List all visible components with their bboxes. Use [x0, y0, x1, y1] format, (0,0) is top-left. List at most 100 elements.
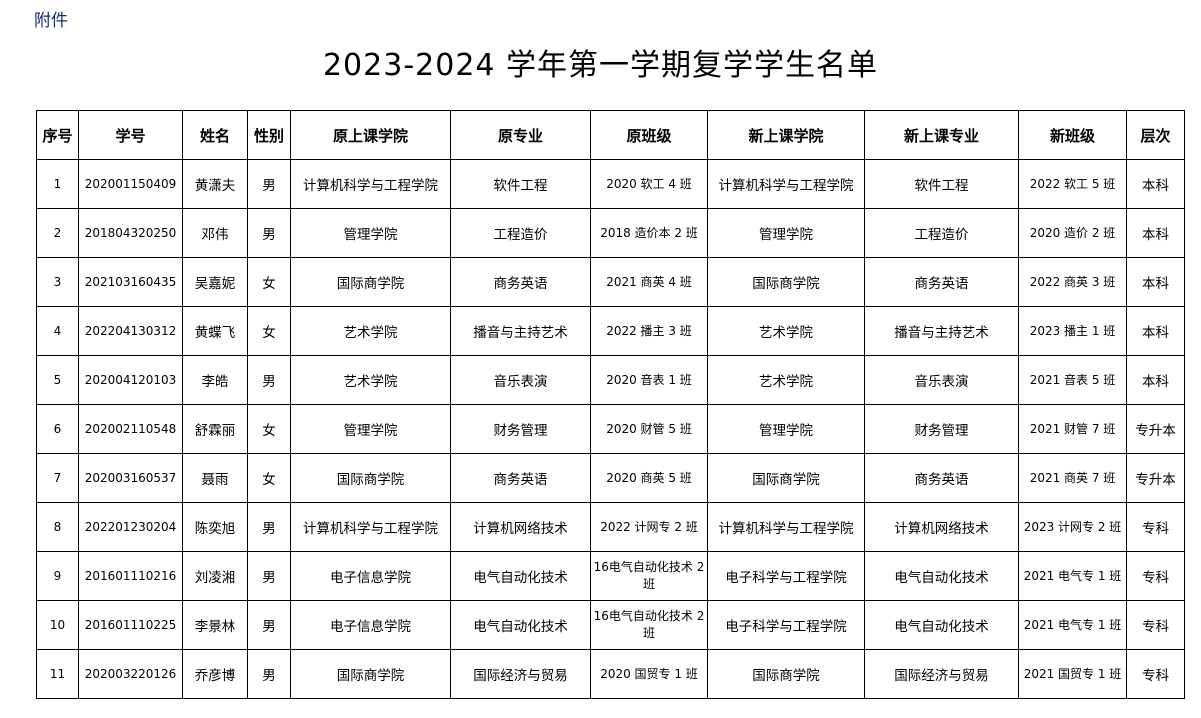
cell-index: 11 — [36, 649, 79, 699]
cell-new-college: 国际商学院 — [707, 649, 865, 699]
cell-new-major: 国际经济与贸易 — [864, 649, 1019, 699]
cell-orig-major: 音乐表演 — [450, 355, 591, 405]
table-row: 1 202001150409 黄潇夫男计算机科学与工程学院 软件工程 2020 软工 4… — [36, 159, 1185, 209]
cell-new-class: 2021 音表 5 班 — [1018, 355, 1127, 405]
cell-orig-major: 工程造价 — [450, 208, 591, 258]
cell-gender: 女 — [247, 306, 291, 356]
cell-gender: 男 — [247, 159, 291, 209]
table-row: 8 202201230204 陈奕旭男计算机科学与工程学院 计算机网络技术 2022 计… — [36, 502, 1185, 552]
cell-index: 7 — [36, 453, 79, 503]
table-row: 2 201804320250 邓伟男管理学院 工程造价 2018 造价本 2 班管理学院… — [36, 208, 1185, 258]
cell-orig-major: 商务英语 — [450, 257, 591, 307]
cell-new-college: 计算机科学与工程学院 — [707, 159, 865, 209]
cell-index: 5 — [36, 355, 79, 405]
cell-new-major: 商务英语 — [864, 257, 1019, 307]
table-row: 3 202103160435 吴嘉妮女国际商学院 商务英语 2021 商英 4 班国际商… — [36, 257, 1185, 307]
cell-new-class: 2021 电气专 1 班 — [1018, 551, 1127, 601]
cell-orig-class: 2018 造价本 2 班 — [590, 208, 708, 258]
cell-student-id: 201804320250 — [78, 208, 183, 258]
header-orig-major: 原专业 — [450, 110, 591, 160]
cell-new-class: 2023 播主 1 班 — [1018, 306, 1127, 356]
cell-orig-class: 2020 国贸专 1 班 — [590, 649, 708, 699]
cell-orig-class: 2022 计网专 2 班 — [590, 502, 708, 552]
cell-student-id: 202003160537 — [78, 453, 183, 503]
cell-index: 9 — [36, 551, 79, 601]
cell-orig-class: 2020 软工 4 班 — [590, 159, 708, 209]
header-name: 姓名 — [182, 110, 248, 160]
cell-new-college: 计算机科学与工程学院 — [707, 502, 865, 552]
cell-level: 本科 — [1126, 159, 1185, 209]
cell-level: 专科 — [1126, 551, 1185, 601]
cell-index: 1 — [36, 159, 79, 209]
cell-index: 8 — [36, 502, 79, 552]
header-new-class: 新班级 — [1018, 110, 1127, 160]
cell-orig-college: 管理学院 — [290, 404, 451, 454]
table-row: 10 201601110225 李景林男电子信息学院 电气自动化技术 16电气自动化技术… — [36, 600, 1185, 650]
cell-name: 吴嘉妮 — [182, 257, 248, 307]
cell-level: 专科 — [1126, 502, 1185, 552]
cell-orig-major: 电气自动化技术 — [450, 600, 591, 650]
cell-student-id: 201601110216 — [78, 551, 183, 601]
cell-student-id: 202004120103 — [78, 355, 183, 405]
cell-new-class: 2022 软工 5 班 — [1018, 159, 1127, 209]
table-row: 9 201601110216 刘凌湘男电子信息学院 电气自动化技术 16电气自动化技术 … — [36, 551, 1185, 601]
cell-index: 4 — [36, 306, 79, 356]
cell-orig-class: 2021 商英 4 班 — [590, 257, 708, 307]
cell-new-major: 电气自动化技术 — [864, 551, 1019, 601]
cell-new-class: 2023 计网专 2 班 — [1018, 502, 1127, 552]
page-title: 2023-2024 学年第一学期复学学生名单 — [322, 48, 879, 83]
cell-orig-class: 16电气自动化技术 2 班 — [590, 600, 708, 650]
cell-orig-class: 2020 商英 5 班 — [590, 453, 708, 503]
table-row: 11 202003220126 乔彦博男国际商学院 国际经济与贸易 2020 国贸专 1… — [36, 649, 1185, 699]
cell-index: 3 — [36, 257, 79, 307]
cell-index: 2 — [36, 208, 79, 258]
cell-new-college: 国际商学院 — [707, 257, 865, 307]
cell-level: 专升本 — [1126, 404, 1185, 454]
cell-orig-major: 财务管理 — [450, 404, 591, 454]
cell-orig-college: 艺术学院 — [290, 306, 451, 356]
cell-orig-college: 国际商学院 — [290, 649, 451, 699]
cell-student-id: 202201230204 — [78, 502, 183, 552]
cell-new-college: 管理学院 — [707, 208, 865, 258]
cell-orig-college: 国际商学院 — [290, 257, 451, 307]
cell-orig-college: 电子信息学院 — [290, 551, 451, 601]
cell-student-id: 202001150409 — [78, 159, 183, 209]
cell-student-id: 202204130312 — [78, 306, 183, 356]
table-header-row: 序号 学号 姓名 性别 原上课学院 原专业 原班级 新上课学院 新上课专业 新班级 层次 — [36, 110, 1185, 160]
cell-new-class: 2021 电气专 1 班 — [1018, 600, 1127, 650]
cell-orig-class: 2020 音表 1 班 — [590, 355, 708, 405]
cell-orig-college: 计算机科学与工程学院 — [290, 502, 451, 552]
cell-orig-class: 2022 播主 3 班 — [590, 306, 708, 356]
header-gender: 性别 — [247, 110, 291, 160]
cell-new-major: 电气自动化技术 — [864, 600, 1019, 650]
cell-new-class: 2021 国贸专 1 班 — [1018, 649, 1127, 699]
cell-new-college: 管理学院 — [707, 404, 865, 454]
cell-gender: 男 — [247, 355, 291, 405]
cell-orig-college: 国际商学院 — [290, 453, 451, 503]
cell-level: 专升本 — [1126, 453, 1185, 503]
cell-gender: 男 — [247, 600, 291, 650]
cell-level: 专科 — [1126, 649, 1185, 699]
header-level: 层次 — [1126, 110, 1185, 160]
cell-new-college: 艺术学院 — [707, 306, 865, 356]
table-row: 6 202002110548 舒霖丽女管理学院 财务管理 2020 财管 5 班管理学院… — [36, 404, 1185, 454]
cell-student-id: 201601110225 — [78, 600, 183, 650]
cell-gender: 男 — [247, 208, 291, 258]
cell-level: 本科 — [1126, 257, 1185, 307]
cell-gender: 女 — [247, 257, 291, 307]
cell-new-major: 计算机网络技术 — [864, 502, 1019, 552]
cell-name: 陈奕旭 — [182, 502, 248, 552]
cell-gender: 男 — [247, 649, 291, 699]
header-index: 序号 — [36, 110, 79, 160]
header-orig-college: 原上课学院 — [290, 110, 451, 160]
cell-new-class: 2022 商英 3 班 — [1018, 257, 1127, 307]
cell-name: 黄蝶飞 — [182, 306, 248, 356]
cell-name: 黄潇夫 — [182, 159, 248, 209]
cell-orig-college: 电子信息学院 — [290, 600, 451, 650]
cell-level: 本科 — [1126, 208, 1185, 258]
cell-new-class: 2021 财管 7 班 — [1018, 404, 1127, 454]
cell-level: 本科 — [1126, 306, 1185, 356]
cell-name: 聂雨 — [182, 453, 248, 503]
header-student-id: 学号 — [78, 110, 183, 160]
cell-new-college: 国际商学院 — [707, 453, 865, 503]
